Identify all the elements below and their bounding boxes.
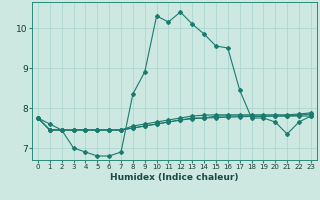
X-axis label: Humidex (Indice chaleur): Humidex (Indice chaleur) <box>110 173 239 182</box>
